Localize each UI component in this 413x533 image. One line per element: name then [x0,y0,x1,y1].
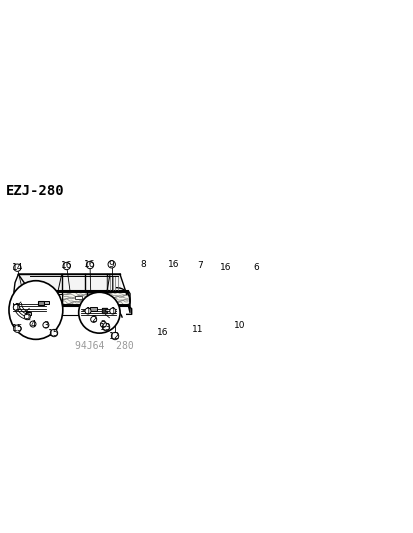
Text: 1: 1 [14,303,19,312]
Text: 16: 16 [167,261,179,270]
Circle shape [24,314,30,320]
Bar [50,296,57,298]
Bar [48,294,62,304]
Circle shape [193,326,201,333]
Text: 11: 11 [191,325,203,334]
Bar [38,301,44,305]
Circle shape [90,317,97,322]
Text: 9: 9 [109,260,114,269]
Circle shape [100,321,106,327]
Circle shape [85,308,91,314]
Text: 7: 7 [197,262,202,271]
Text: 94J64  280: 94J64 280 [74,341,133,351]
Circle shape [169,261,177,269]
Bar [44,301,49,304]
Text: 15: 15 [12,324,23,333]
Text: 16: 16 [84,261,95,270]
Bar [29,283,33,286]
Polygon shape [102,308,107,313]
Bar [90,308,97,311]
Text: 1: 1 [110,306,115,316]
Text: 4: 4 [30,320,36,328]
Text: 2: 2 [91,315,96,324]
Circle shape [86,261,93,269]
Text: 8: 8 [140,260,146,269]
Circle shape [235,322,242,329]
Circle shape [222,263,229,271]
Circle shape [14,264,21,271]
Circle shape [50,329,57,337]
Text: 10: 10 [233,321,244,330]
Text: 16: 16 [61,262,72,271]
Circle shape [14,325,21,333]
Bar [98,296,105,298]
Circle shape [139,261,147,268]
Circle shape [30,321,36,327]
Text: 16: 16 [156,327,168,336]
Circle shape [196,262,203,270]
Text: EZJ-280: EZJ-280 [6,184,64,198]
Text: 16: 16 [220,262,231,271]
Text: 12: 12 [109,332,121,341]
Text: 3: 3 [43,320,48,329]
Circle shape [102,324,109,330]
Circle shape [63,262,70,270]
Circle shape [252,263,260,271]
Ellipse shape [9,281,63,340]
Circle shape [53,310,57,314]
Text: 14: 14 [12,263,23,272]
Circle shape [43,322,49,328]
Bar [32,294,47,304]
Circle shape [158,328,166,336]
Bar [75,296,81,298]
Circle shape [111,333,119,340]
Circle shape [13,304,19,310]
Text: 15: 15 [48,328,59,337]
Ellipse shape [78,292,120,333]
Circle shape [109,308,116,314]
Bar [30,292,128,305]
Text: 1: 1 [85,306,90,316]
Text: 5: 5 [25,312,30,321]
Bar [26,312,31,315]
Text: 6: 6 [253,262,259,271]
Text: 2: 2 [100,320,106,329]
Circle shape [108,261,115,268]
Text: 13: 13 [100,322,112,332]
